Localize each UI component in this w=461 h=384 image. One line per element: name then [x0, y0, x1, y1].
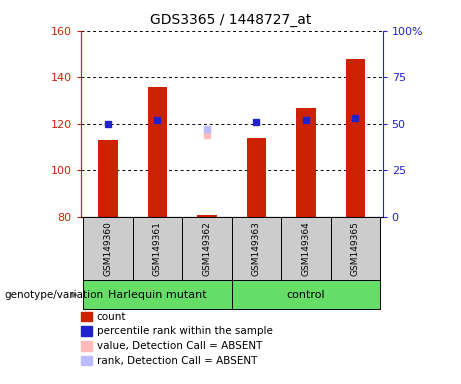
Bar: [83, 280, 231, 309]
Bar: [281, 217, 331, 280]
Bar: [247, 138, 266, 217]
Text: GSM149361: GSM149361: [153, 221, 162, 276]
Text: GSM149364: GSM149364: [301, 221, 310, 276]
Bar: [133, 217, 182, 280]
Bar: [296, 108, 316, 217]
Text: GSM149362: GSM149362: [202, 221, 212, 276]
Text: percentile rank within the sample: percentile rank within the sample: [97, 326, 273, 336]
Text: rank, Detection Call = ABSENT: rank, Detection Call = ABSENT: [97, 356, 257, 366]
Text: genotype/variation: genotype/variation: [5, 290, 104, 300]
Bar: [98, 140, 118, 217]
Bar: [345, 59, 365, 217]
Bar: [331, 217, 380, 280]
Text: Harlequin mutant: Harlequin mutant: [108, 290, 207, 300]
Text: value, Detection Call = ABSENT: value, Detection Call = ABSENT: [97, 341, 262, 351]
Bar: [182, 217, 231, 280]
Text: control: control: [287, 290, 325, 300]
Bar: [232, 217, 281, 280]
Text: GSM149360: GSM149360: [103, 221, 112, 276]
Text: GDS3365 / 1448727_at: GDS3365 / 1448727_at: [150, 13, 311, 27]
Text: count: count: [97, 312, 126, 322]
Text: GSM149365: GSM149365: [351, 221, 360, 276]
Bar: [232, 280, 380, 309]
Bar: [148, 87, 167, 217]
Bar: [197, 215, 217, 217]
Bar: [83, 217, 133, 280]
Text: GSM149363: GSM149363: [252, 221, 261, 276]
